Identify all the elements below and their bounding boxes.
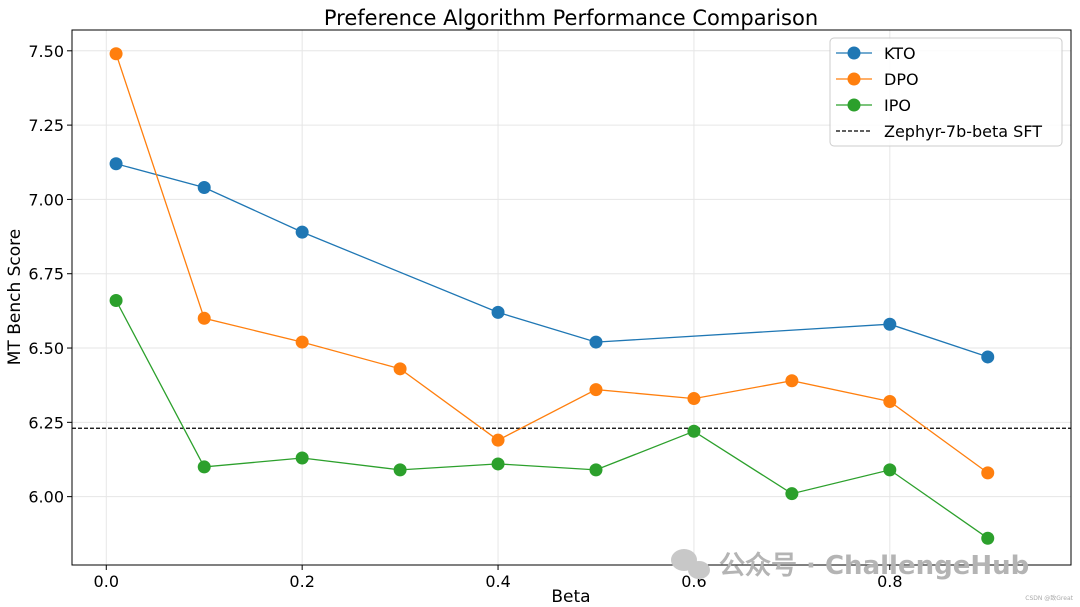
data-point xyxy=(393,463,407,477)
grid xyxy=(72,30,1071,565)
series-kto xyxy=(109,157,995,364)
wechat-icon xyxy=(671,549,710,579)
data-point xyxy=(491,305,505,319)
x-tick-label: 0.4 xyxy=(485,572,510,591)
credit-text: CSDN @致Great xyxy=(1025,594,1073,602)
series-line xyxy=(115,163,989,358)
x-tick-label: 0.0 xyxy=(94,572,119,591)
data-point xyxy=(981,466,995,480)
data-point xyxy=(883,463,897,477)
data-point xyxy=(687,392,701,406)
data-point xyxy=(589,335,603,349)
data-point xyxy=(295,225,309,239)
series-ipo xyxy=(109,293,995,545)
legend-label: IPO xyxy=(884,96,911,115)
chart-title: Preference Algorithm Performance Compari… xyxy=(324,6,818,30)
data-point xyxy=(295,451,309,465)
legend-box xyxy=(829,37,1063,147)
data-point xyxy=(197,181,211,195)
x-tick-label: 0.8 xyxy=(877,572,902,591)
data-point xyxy=(883,395,897,409)
series-layer xyxy=(109,47,995,545)
data-point xyxy=(491,433,505,447)
watermark: 公众号 · ChallengeHub xyxy=(671,549,1029,581)
plot-frame xyxy=(71,29,1072,566)
x-tick-label: 0.2 xyxy=(289,572,314,591)
y-tick-label: 6.75 xyxy=(28,265,64,284)
data-point xyxy=(109,157,123,171)
data-point xyxy=(589,383,603,397)
data-point xyxy=(197,460,211,474)
data-point xyxy=(687,424,701,438)
data-point xyxy=(981,531,995,545)
data-point xyxy=(589,463,603,477)
legend-label: KTO xyxy=(884,44,916,63)
y-tick-label: 7.50 xyxy=(28,42,64,61)
data-point xyxy=(981,350,995,364)
y-tick-label: 6.00 xyxy=(28,488,64,507)
data-point xyxy=(785,374,799,388)
legend-marker xyxy=(847,72,861,86)
data-point xyxy=(197,311,211,325)
x-axis-label: Beta xyxy=(551,587,590,607)
y-axis: 6.00 6.25 6.50 6.75 7.00 7.25 7.50 xyxy=(28,42,72,507)
data-point xyxy=(295,335,309,349)
legend-marker xyxy=(847,46,861,60)
data-point xyxy=(785,487,799,501)
legend: KTO DPO IPO Zephyr-7b-beta SFT xyxy=(829,37,1063,147)
y-tick-label: 7.00 xyxy=(28,190,64,209)
series-line xyxy=(115,300,989,539)
data-point xyxy=(491,457,505,471)
series-dpo xyxy=(109,47,995,480)
data-point xyxy=(393,362,407,376)
data-point xyxy=(109,47,123,61)
y-tick-label: 6.25 xyxy=(28,413,64,432)
legend-marker xyxy=(847,98,861,112)
legend-label: Zephyr-7b-beta SFT xyxy=(884,122,1042,141)
legend-label: DPO xyxy=(884,70,919,89)
data-point xyxy=(883,317,897,331)
x-axis: 0.0 0.2 0.4 0.6 0.8 xyxy=(94,565,903,591)
y-tick-label: 6.50 xyxy=(28,339,64,358)
data-point xyxy=(109,293,123,307)
watermark-text: 公众号 · ChallengeHub xyxy=(719,551,1029,581)
y-axis-label: MT Bench Score xyxy=(5,229,25,366)
series-line xyxy=(115,53,989,474)
y-tick-label: 7.25 xyxy=(28,116,64,135)
